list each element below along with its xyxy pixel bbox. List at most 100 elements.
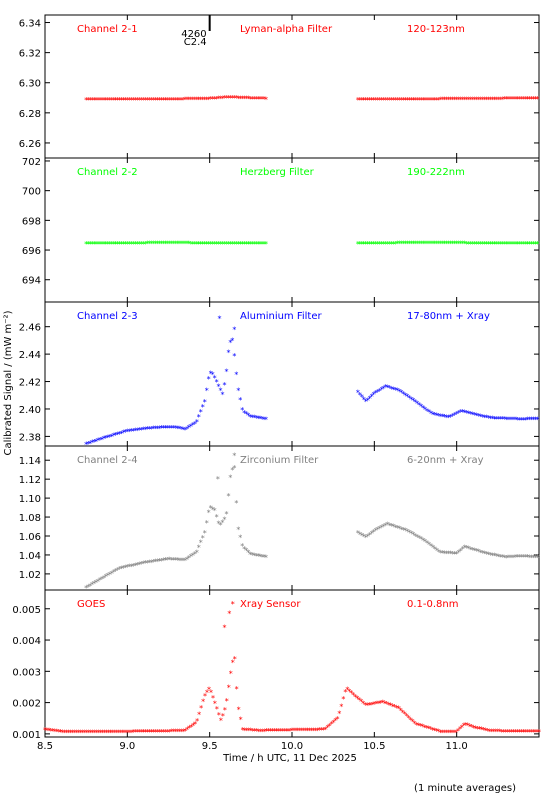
data-point: * [434,727,438,736]
data-point: * [420,723,424,732]
data-point: * [112,568,116,577]
data-point: * [405,712,409,721]
data-point: * [429,410,433,419]
data-point: * [401,526,405,535]
data-point: * [254,414,258,423]
data-point: * [114,96,118,105]
data-point: * [236,94,240,103]
data-series: ****************************************… [84,314,540,449]
data-point: * [365,702,369,711]
data-point: * [374,240,378,249]
data-point: * [69,728,73,737]
data-point: * [405,96,409,105]
data-point: * [132,562,136,571]
flare-class-label: C2.4 [184,37,207,48]
data-point: * [480,240,484,249]
data-point: * [415,399,419,408]
data-point: * [399,389,403,398]
data-point: * [106,572,110,581]
data-point: * [126,428,130,437]
data-point: * [201,403,205,412]
data-point: * [448,728,452,737]
data-point: * [486,727,490,736]
data-point: * [516,240,520,249]
data-point: * [512,95,516,104]
data-point: * [124,428,128,437]
data-point: * [368,96,372,105]
data-point: * [401,96,405,105]
data-point: * [337,709,341,718]
data-point: * [112,96,116,105]
data-point: * [401,708,405,717]
data-point: * [110,96,114,105]
data-point: * [306,726,310,735]
data-point: * [523,728,527,737]
data-point: * [179,240,183,249]
y-tick-label: 702 [22,157,41,168]
data-point: * [449,96,453,105]
data-point: * [496,240,500,249]
data-point: * [229,670,233,679]
data-point: * [524,240,528,249]
data-point: * [230,240,234,249]
data-point: * [528,95,532,104]
data-point: * [193,240,197,249]
data-point: * [430,726,434,735]
data-point: * [205,519,209,528]
data-point: * [75,728,79,737]
data-point: * [124,564,128,573]
y-tick-label: 0.003 [12,667,41,678]
data-point: * [225,697,229,706]
data-point: * [376,526,380,535]
data-point: * [517,728,521,737]
data-point: * [215,240,219,249]
data-point: * [231,659,235,668]
panel-3: 2.38 2.40 2.42 2.44 2.46 Channel 2-3 Aluminium… [19,301,540,450]
data-point: * [535,728,539,737]
data-point: * [393,96,397,105]
panel-frame [44,301,540,447]
data-point: * [116,566,120,575]
data-point: * [116,728,120,737]
data-point: * [102,96,106,105]
data-point: * [173,556,177,565]
data-point: * [356,96,360,105]
data-point: * [149,96,153,105]
data-point: * [187,724,191,733]
data-point: * [156,728,160,737]
data-point: * [106,728,110,737]
data-point: * [335,715,339,724]
data-point: * [360,531,364,540]
data-point: * [84,441,88,450]
data-point: * [250,240,254,249]
data-point: * [193,550,197,559]
data-point: * [165,96,169,105]
data-point: * [147,425,151,434]
data-point: * [378,525,382,534]
data-point: * [120,728,124,737]
data-point: * [221,94,225,103]
data-point: * [514,240,518,249]
data-point: * [171,96,175,105]
data-point: * [405,527,409,536]
data-point: * [405,240,409,249]
data-point: * [470,410,474,419]
data-point: * [450,728,454,737]
y-tick-label: 698 [22,216,41,227]
data-point: * [252,240,256,249]
data-point: * [384,383,388,392]
data-point: * [484,414,488,423]
data-point: * [435,411,439,420]
data-point: * [161,239,165,248]
data-point: * [403,240,407,249]
data-point: * [364,96,368,105]
data-point: * [47,727,51,736]
data-point: * [260,95,264,104]
data-point: * [98,729,102,738]
data-point: * [134,96,138,105]
data-point: * [88,439,92,448]
data-point: * [264,95,268,104]
data-point: * [393,240,397,249]
data-point: * [221,391,225,400]
data-point: * [153,96,157,105]
